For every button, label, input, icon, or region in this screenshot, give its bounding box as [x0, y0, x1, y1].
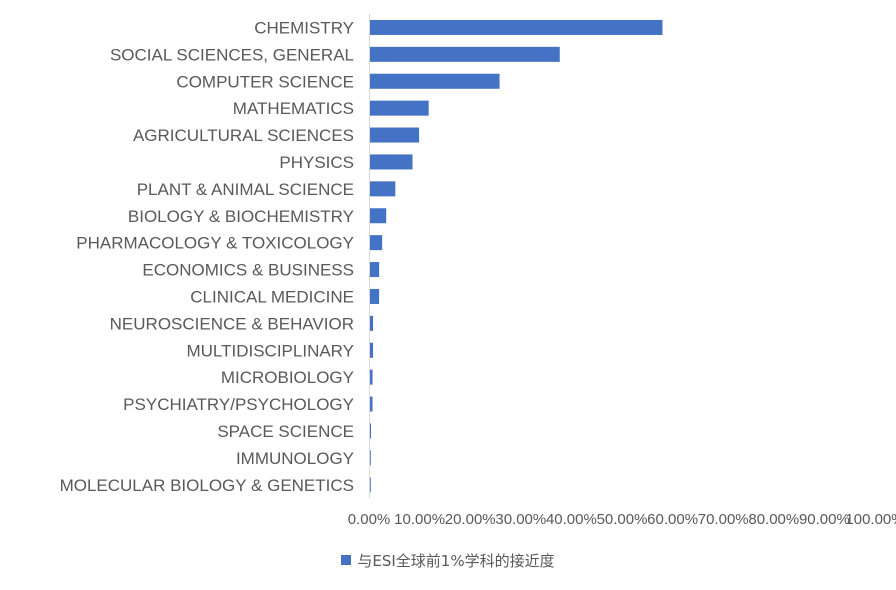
category-label: SOCIAL SCIENCES, GENERAL — [110, 45, 354, 64]
category-label: IMMUNOLOGY — [236, 449, 354, 468]
bar[interactable] — [370, 450, 371, 466]
x-tick-label: 80.00% — [748, 511, 799, 528]
bar[interactable] — [370, 154, 413, 170]
category-label: CHEMISTRY — [254, 18, 354, 37]
bar[interactable] — [370, 423, 372, 439]
bar[interactable] — [370, 235, 383, 251]
legend: 与ESI全球前1%学科的接近度 — [0, 548, 896, 572]
bar[interactable] — [370, 342, 374, 358]
bar-chart: CHEMISTRY SOCIAL SCIENCES, GENERAL COMPUTE… — [60, 14, 896, 528]
bars — [370, 19, 663, 493]
x-tick-label: 40.00% — [546, 511, 597, 528]
legend-swatch — [341, 555, 352, 565]
x-tick-label: 20.00% — [445, 511, 496, 528]
category-label: NEUROSCIENCE & BEHAVIOR — [110, 314, 354, 333]
category-label: PLANT & ANIMAL SCIENCE — [137, 180, 354, 199]
category-label: CLINICAL MEDICINE — [190, 287, 354, 306]
bar[interactable] — [370, 100, 429, 116]
bar[interactable] — [370, 73, 500, 89]
bar[interactable] — [370, 46, 560, 62]
bar[interactable] — [370, 262, 380, 278]
bar[interactable] — [370, 127, 420, 143]
bar[interactable] — [370, 396, 373, 412]
x-tick-label: 100.00% — [845, 511, 896, 528]
bar[interactable] — [370, 315, 374, 331]
category-label: MATHEMATICS — [233, 99, 354, 118]
category-label: AGRICULTURAL SCIENCES — [133, 126, 354, 145]
bar[interactable] — [370, 208, 387, 224]
category-labels: CHEMISTRY SOCIAL SCIENCES, GENERAL COMPUTE… — [60, 18, 354, 494]
x-tick-label: 90.00% — [799, 511, 850, 528]
x-tick-label: 70.00% — [698, 511, 749, 528]
category-label: BIOLOGY & BIOCHEMISTRY — [128, 207, 354, 226]
bar[interactable] — [370, 369, 373, 385]
bar[interactable] — [370, 288, 380, 304]
x-tick-label: 10.00% — [394, 511, 445, 528]
category-label: PHARMACOLOGY & TOXICOLOGY — [76, 234, 354, 253]
x-tick-label: 60.00% — [647, 511, 698, 528]
category-label: PSYCHIATRY/PSYCHOLOGY — [123, 395, 354, 414]
category-label: MICROBIOLOGY — [221, 368, 354, 387]
category-label: ECONOMICS & BUSINESS — [142, 261, 354, 280]
x-tick-label: 50.00% — [597, 511, 648, 528]
bar[interactable] — [370, 477, 371, 493]
bar[interactable] — [370, 19, 663, 35]
category-label: PHYSICS — [279, 153, 354, 172]
category-label: MOLECULAR BIOLOGY & GENETICS — [60, 476, 354, 495]
x-tick-label: 30.00% — [495, 511, 546, 528]
x-tick-label: 0.00% — [348, 511, 391, 528]
legend-label: 与ESI全球前1%学科的接近度 — [357, 551, 555, 570]
category-label: COMPUTER SCIENCE — [176, 72, 354, 91]
category-label: SPACE SCIENCE — [217, 422, 354, 441]
bar[interactable] — [370, 181, 396, 197]
legend-item[interactable]: 与ESI全球前1%学科的接近度 — [341, 550, 555, 571]
category-label: MULTIDISCIPLINARY — [186, 341, 354, 360]
x-tick-labels: 0.00% 10.00% 20.00% 30.00% 40.00% 50.00% 60.00… — [348, 511, 896, 528]
